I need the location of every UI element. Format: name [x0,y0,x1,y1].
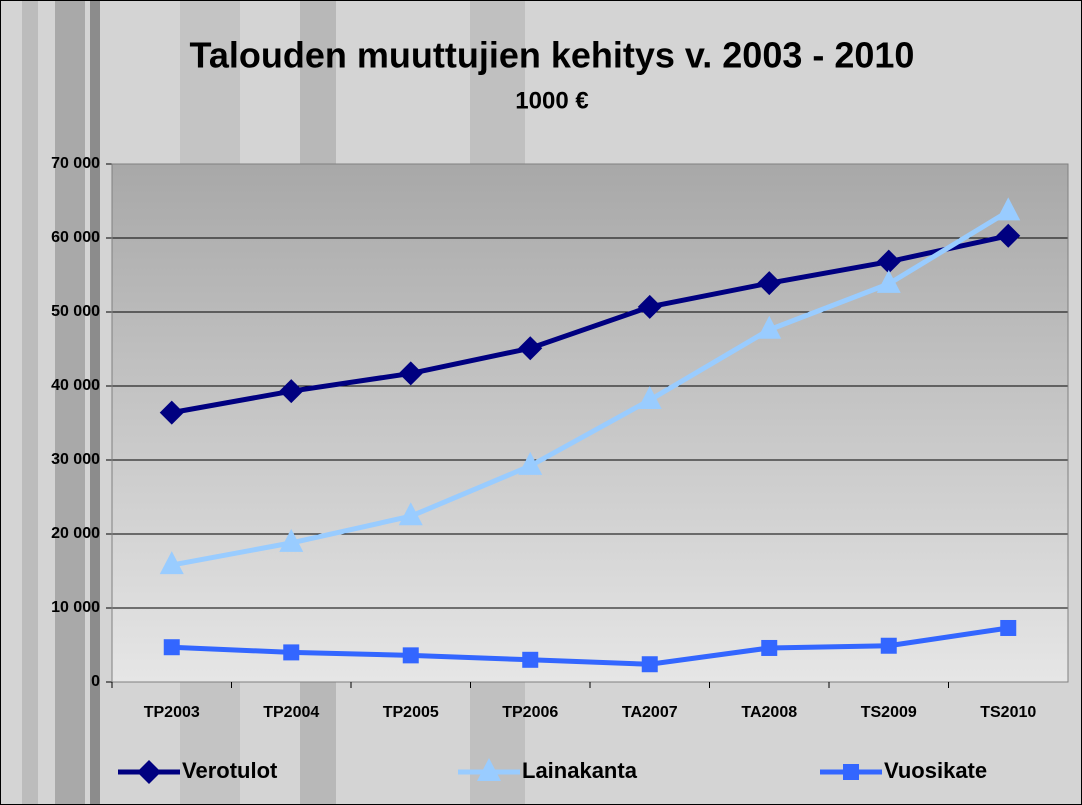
marker [996,223,1021,248]
legend-label: Vuosikate [884,758,987,783]
marker [641,656,658,673]
marker [279,379,304,404]
x-tick-label: TP2003 [144,704,200,721]
y-tick-label: 60 000 [51,229,100,246]
marker [1000,619,1017,636]
legend-marker [137,760,161,784]
marker [757,315,782,339]
series-line [171,209,1010,568]
marker [518,336,543,361]
x-tick-label: TS2009 [861,704,917,721]
y-tick-label: 10 000 [51,599,100,616]
series-line [171,233,1009,416]
chart-subtitle: 1000 € [515,87,588,114]
y-tick-label: 20 000 [51,525,100,542]
marker [637,386,662,410]
legend-marker [843,764,859,780]
marker [522,651,539,668]
marker [757,271,782,296]
y-tick-label: 30 000 [51,451,100,468]
marker [876,269,901,293]
marker [279,528,304,552]
y-tick-label: 50 000 [51,303,100,320]
marker [283,644,300,661]
marker [159,400,184,425]
legend-marker [477,758,501,781]
x-tick-label: TA2008 [741,704,797,721]
y-tick-label: 0 [91,673,100,690]
marker [880,637,897,654]
marker [398,361,423,386]
plot-area [112,164,1068,682]
marker [876,249,901,274]
series-line [171,625,1009,667]
marker [163,639,180,656]
legend-label: Verotulot [182,758,278,783]
x-tick-label: TS2010 [980,704,1036,721]
marker [518,451,543,475]
marker [761,639,778,656]
x-tick-label: TP2006 [502,704,558,721]
x-tick-label: TP2005 [383,704,439,721]
marker [398,502,423,526]
chart-title: Talouden muuttujien kehitys v. 2003 - 20… [190,35,915,76]
marker [402,647,419,664]
marker [637,294,662,319]
legend-label: Lainakanta [522,758,638,783]
x-tick-label: TA2007 [622,704,678,721]
marker [996,197,1021,221]
y-tick-label: 70 000 [51,155,100,172]
marker [159,551,184,575]
x-tick-label: TP2004 [263,704,319,721]
y-tick-label: 40 000 [51,377,100,394]
